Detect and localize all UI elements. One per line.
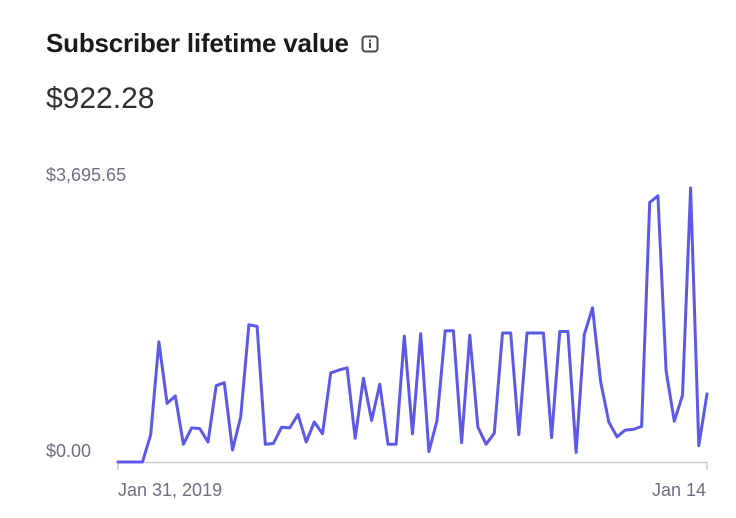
card-title: Subscriber lifetime value: [46, 28, 349, 58]
series-line: [116, 186, 709, 464]
x-tick-label-end: Jan 14: [652, 480, 706, 500]
y-tick-label-zero: $0.00: [46, 441, 91, 461]
y-tick-label-max: $3,695.65: [46, 165, 126, 185]
card-header: Subscriber lifetime value: [46, 28, 379, 59]
metric-value: $922.28: [46, 82, 155, 115]
x-tick-label-start: Jan 31, 2019: [118, 480, 222, 500]
info-icon[interactable]: [361, 35, 379, 53]
